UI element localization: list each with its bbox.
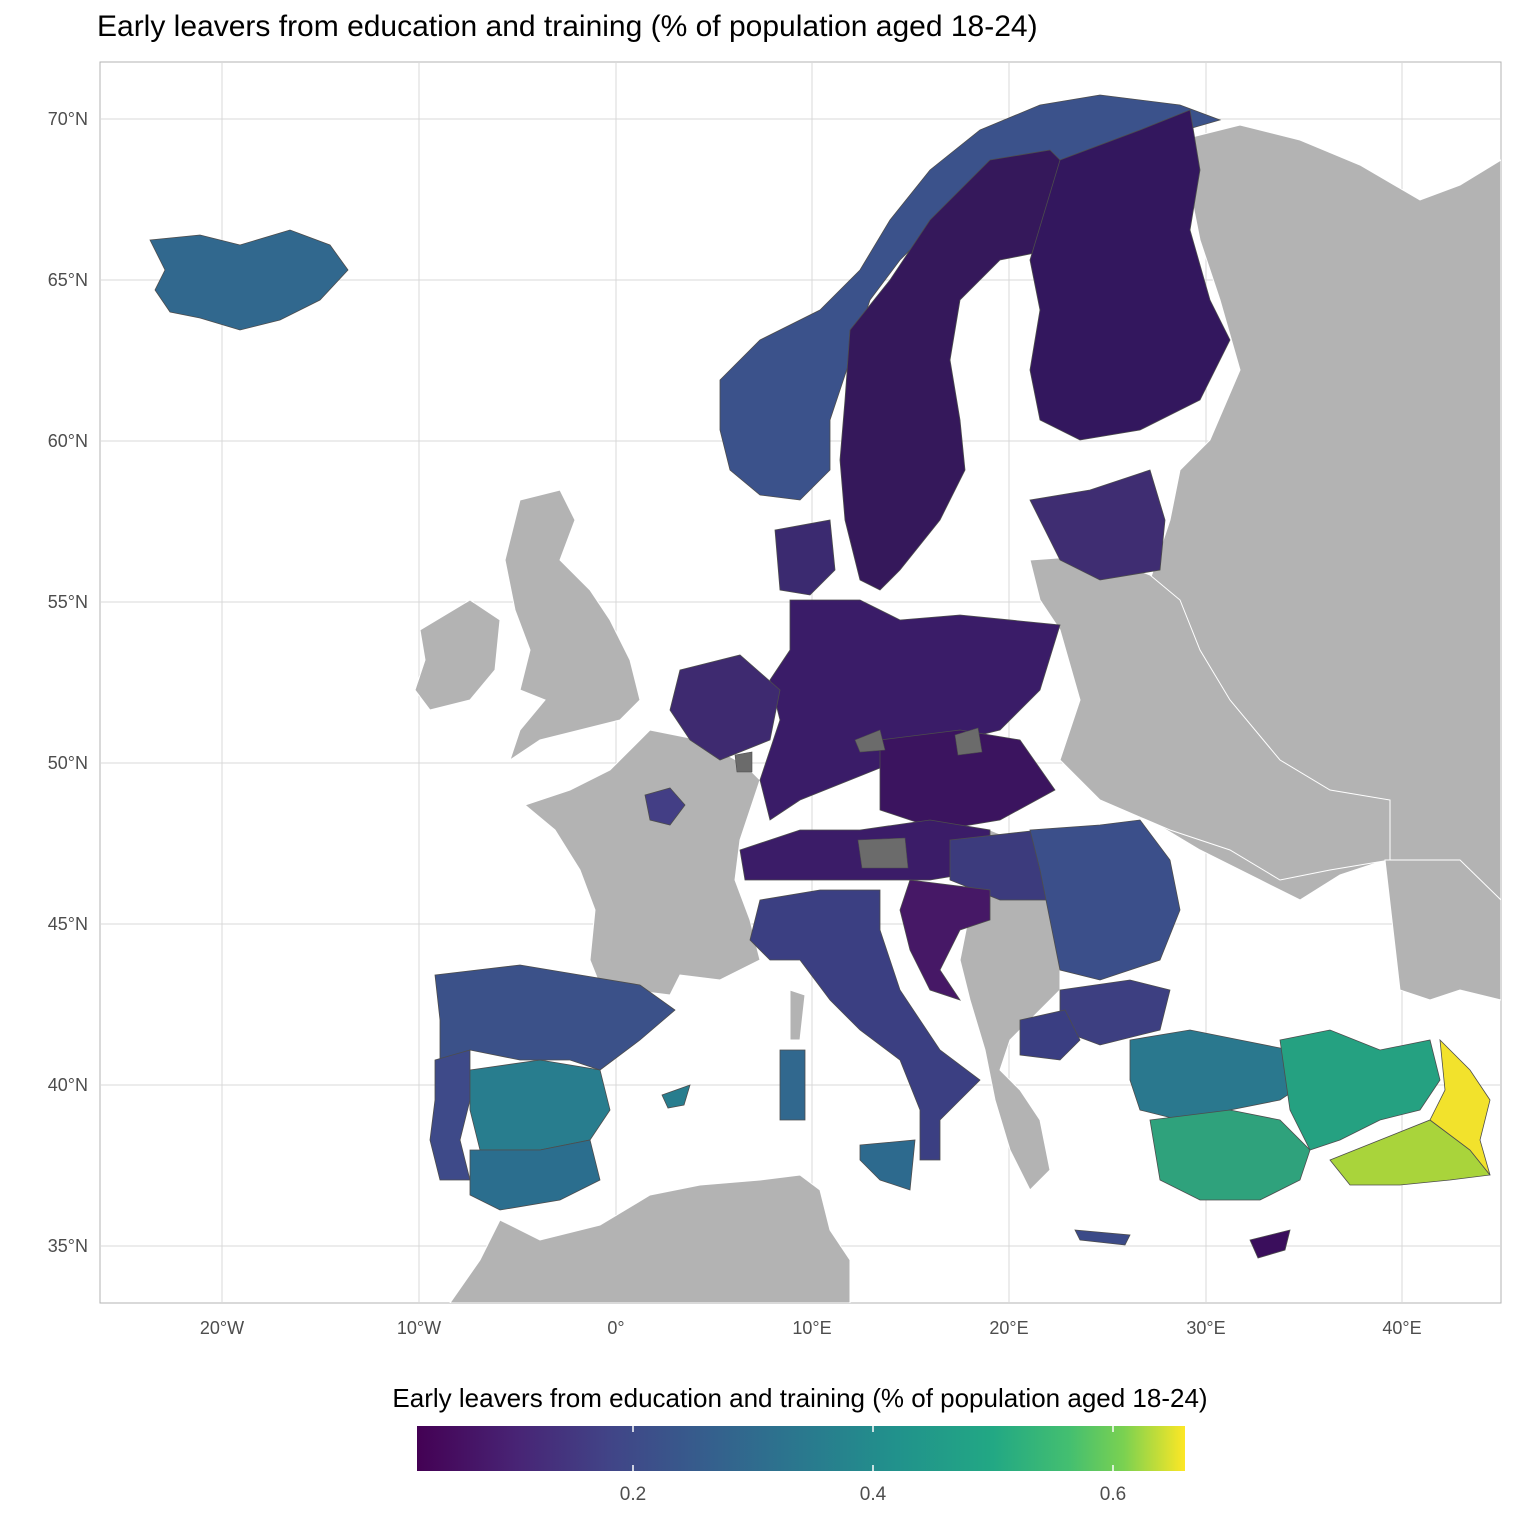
legend-tick-0-6: 0.6	[1099, 1484, 1127, 1505]
region-crete	[1074, 1229, 1131, 1246]
region-benelux	[669, 654, 781, 761]
turkey-east-border	[1384, 859, 1501, 1001]
lon-label-30e: 30°E	[1186, 1318, 1225, 1338]
poland-belarus	[1029, 554, 1391, 881]
region-romania	[1029, 819, 1181, 981]
region-sicily	[859, 1139, 916, 1191]
map-title: Early leavers from education and trainin…	[97, 10, 1038, 43]
lon-label-20w: 20°W	[200, 1318, 244, 1338]
missing-data-regions	[734, 727, 983, 869]
region-turkey-east	[1429, 1038, 1491, 1176]
lon-label-10e: 10°E	[792, 1318, 831, 1338]
region-paris	[644, 787, 686, 826]
lat-label-50: 50°N	[48, 753, 88, 773]
region-turkey-central	[1279, 1029, 1441, 1151]
region-italy	[749, 889, 981, 1161]
sardinia-corsica	[789, 989, 806, 1041]
north-africa	[449, 1174, 851, 1303]
france	[523, 729, 761, 996]
region-spain-center	[469, 1059, 611, 1151]
lat-label-45: 45°N	[48, 914, 88, 934]
legend-tick-0-2: 0.2	[619, 1484, 647, 1505]
lat-label-55: 55°N	[48, 592, 88, 612]
lat-label-40: 40°N	[48, 1075, 88, 1095]
lon-label-0: 0°	[607, 1318, 624, 1338]
region-turkey-south	[1149, 1109, 1311, 1201]
region-turkey-west	[1129, 1029, 1311, 1121]
lat-label-70: 70°N	[48, 109, 88, 129]
ireland	[414, 599, 501, 711]
legend-title: Early leavers from education and trainin…	[392, 1383, 1208, 1413]
data-regions	[149, 94, 1491, 1259]
lon-label-40e: 40°E	[1382, 1318, 1421, 1338]
region-sweden	[839, 149, 1081, 591]
region-balearics	[661, 1084, 691, 1109]
region-croatia	[899, 879, 991, 1001]
region-cyprus	[1249, 1229, 1291, 1259]
region-spain-south	[469, 1139, 601, 1211]
longitude-labels: 20°W 10°W 0° 10°E 20°E 30°E 40°E	[200, 1318, 1422, 1338]
legend-tick-0-4: 0.4	[859, 1484, 887, 1505]
lat-label-35: 35°N	[48, 1236, 88, 1256]
legend-colorbar	[417, 1426, 1185, 1471]
great-britain	[504, 489, 641, 762]
region-greece-north	[1019, 1009, 1081, 1061]
latitude-labels: 70°N 65°N 60°N 55°N 50°N 45°N 40°N 35°N	[48, 109, 88, 1256]
lon-label-20e: 20°E	[989, 1318, 1028, 1338]
region-baltics	[1029, 469, 1166, 581]
region-denmark	[774, 519, 836, 596]
region-sardinia	[779, 1049, 806, 1121]
lon-label-10w: 10°W	[397, 1318, 441, 1338]
region-portugal	[429, 1049, 471, 1181]
region-finland	[1029, 109, 1231, 441]
region-iceland	[149, 229, 349, 331]
lat-label-65: 65°N	[48, 270, 88, 290]
no-data-land	[414, 124, 1501, 1303]
lat-label-60: 60°N	[48, 431, 88, 451]
